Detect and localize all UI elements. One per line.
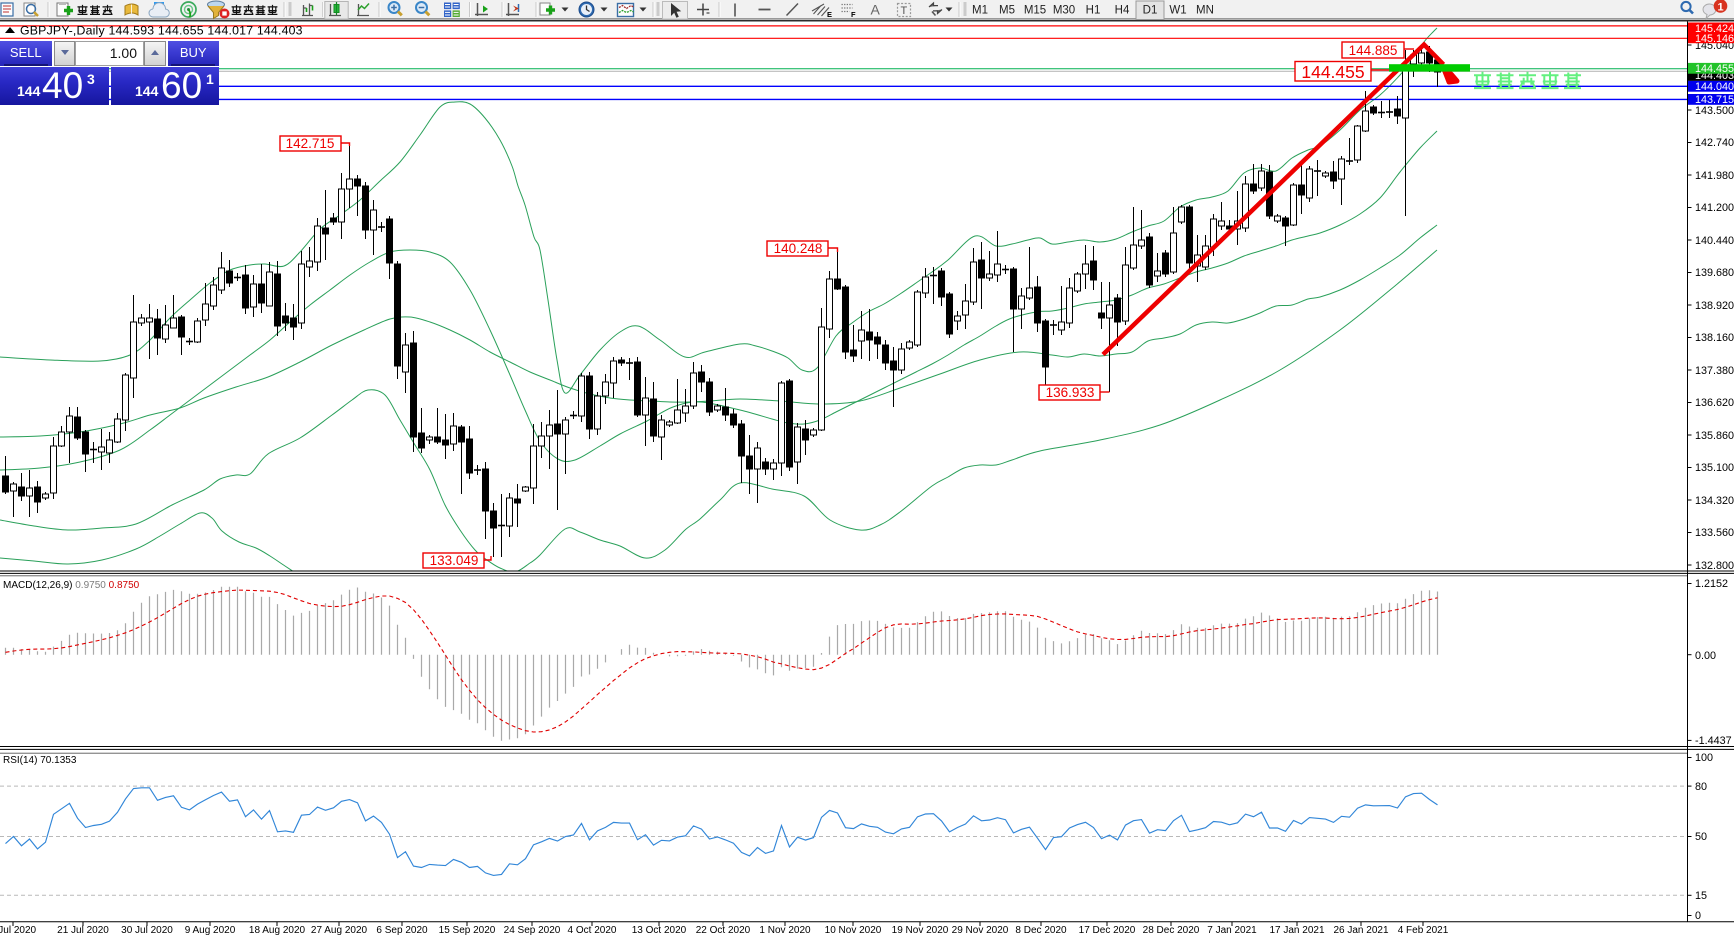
svg-text:136.933: 136.933 (1046, 385, 1095, 400)
svg-text:10 Nov 2020: 10 Nov 2020 (825, 925, 882, 936)
svg-text:138.920: 138.920 (1695, 300, 1734, 312)
svg-text:21 Jul 2020: 21 Jul 2020 (57, 925, 109, 936)
svg-text:MN: MN (1196, 5, 1214, 17)
svg-text:M30: M30 (1053, 5, 1075, 17)
svg-text:1.2152: 1.2152 (1695, 578, 1728, 590)
svg-text:E: E (827, 10, 832, 19)
svg-text:GBPJPY-,Daily 144.593 144.655: GBPJPY-,Daily 144.593 144.655 144.017 14… (20, 24, 303, 38)
svg-text:0: 0 (1695, 910, 1701, 922)
svg-text:MACD(12,26,9) 0.9750 0.8750: MACD(12,26,9) 0.9750 0.8750 (3, 580, 140, 591)
svg-text:H4: H4 (1115, 5, 1130, 17)
svg-text:133.560: 133.560 (1695, 527, 1734, 539)
svg-text:-1.4437: -1.4437 (1695, 735, 1732, 747)
svg-text:140.248: 140.248 (774, 241, 823, 256)
svg-text:M5: M5 (999, 5, 1015, 17)
svg-text:M15: M15 (1024, 5, 1046, 17)
svg-text:135.100: 135.100 (1695, 462, 1734, 474)
svg-text:140.440: 140.440 (1695, 235, 1734, 247)
svg-text:141.200: 141.200 (1695, 202, 1734, 214)
svg-text:4 Feb 2021: 4 Feb 2021 (1398, 925, 1449, 936)
svg-text:4 Oct 2020: 4 Oct 2020 (568, 925, 617, 936)
svg-text:15: 15 (1695, 890, 1707, 902)
svg-text:132.800: 132.800 (1695, 560, 1734, 572)
svg-text:H1: H1 (1086, 5, 1101, 17)
svg-text:RSI(14) 70.1353: RSI(14) 70.1353 (3, 755, 77, 766)
svg-text:22 Oct 2020: 22 Oct 2020 (696, 925, 751, 936)
svg-text:26 Jan 2021: 26 Jan 2021 (1333, 925, 1388, 936)
svg-text:138.160: 138.160 (1695, 332, 1734, 344)
svg-text:W1: W1 (1169, 5, 1186, 17)
svg-text:100: 100 (1695, 752, 1713, 764)
svg-text:15 Sep 2020: 15 Sep 2020 (439, 925, 496, 936)
svg-text:2 Jul 2020: 2 Jul 2020 (0, 925, 37, 936)
svg-text:13 Oct 2020: 13 Oct 2020 (632, 925, 687, 936)
svg-text:139.680: 139.680 (1695, 267, 1734, 279)
svg-text:17 Jan 2021: 17 Jan 2021 (1269, 925, 1324, 936)
svg-text:142.740: 142.740 (1695, 137, 1734, 149)
svg-text:144.885: 144.885 (1349, 43, 1398, 58)
svg-text:135.860: 135.860 (1695, 430, 1734, 442)
svg-text:1 Nov 2020: 1 Nov 2020 (759, 925, 811, 936)
svg-text:144.040: 144.040 (1695, 81, 1734, 93)
svg-text:1: 1 (1717, 1, 1723, 13)
svg-text:17 Dec 2020: 17 Dec 2020 (1079, 925, 1136, 936)
svg-text:27 Aug 2020: 27 Aug 2020 (311, 925, 368, 936)
svg-text:144.455: 144.455 (1301, 62, 1364, 82)
svg-text:28 Dec 2020: 28 Dec 2020 (1143, 925, 1200, 936)
svg-text:142.715: 142.715 (286, 136, 335, 151)
svg-text:50: 50 (1695, 831, 1707, 843)
svg-text:0.00: 0.00 (1695, 650, 1716, 662)
svg-text:A: A (871, 2, 881, 18)
svg-text:143.500: 143.500 (1695, 105, 1734, 117)
svg-text:144.455: 144.455 (1695, 63, 1734, 75)
svg-text:137.380: 137.380 (1695, 365, 1734, 377)
svg-text:6 Sep 2020: 6 Sep 2020 (376, 925, 428, 936)
svg-text:143.715: 143.715 (1695, 94, 1734, 106)
svg-text:136.620: 136.620 (1695, 397, 1734, 409)
svg-text:30 Jul 2020: 30 Jul 2020 (121, 925, 173, 936)
svg-text:7 Jan 2021: 7 Jan 2021 (1207, 925, 1257, 936)
svg-text:8 Dec 2020: 8 Dec 2020 (1015, 925, 1067, 936)
svg-text:M1: M1 (972, 5, 988, 17)
svg-text:D1: D1 (1143, 5, 1158, 17)
svg-text:145.146: 145.146 (1695, 33, 1734, 45)
svg-text:80: 80 (1695, 781, 1707, 793)
svg-text:F: F (851, 10, 856, 19)
svg-text:T: T (901, 5, 908, 17)
svg-text:133.049: 133.049 (430, 553, 479, 568)
svg-text:18 Aug 2020: 18 Aug 2020 (249, 925, 306, 936)
svg-text:29 Nov 2020: 29 Nov 2020 (952, 925, 1009, 936)
svg-text:24 Sep 2020: 24 Sep 2020 (504, 925, 561, 936)
svg-text:145.424: 145.424 (1695, 23, 1734, 35)
svg-text:141.980: 141.980 (1695, 170, 1734, 182)
svg-text:9 Aug 2020: 9 Aug 2020 (185, 925, 236, 936)
svg-text:134.320: 134.320 (1695, 495, 1734, 507)
svg-text:19 Nov 2020: 19 Nov 2020 (892, 925, 949, 936)
